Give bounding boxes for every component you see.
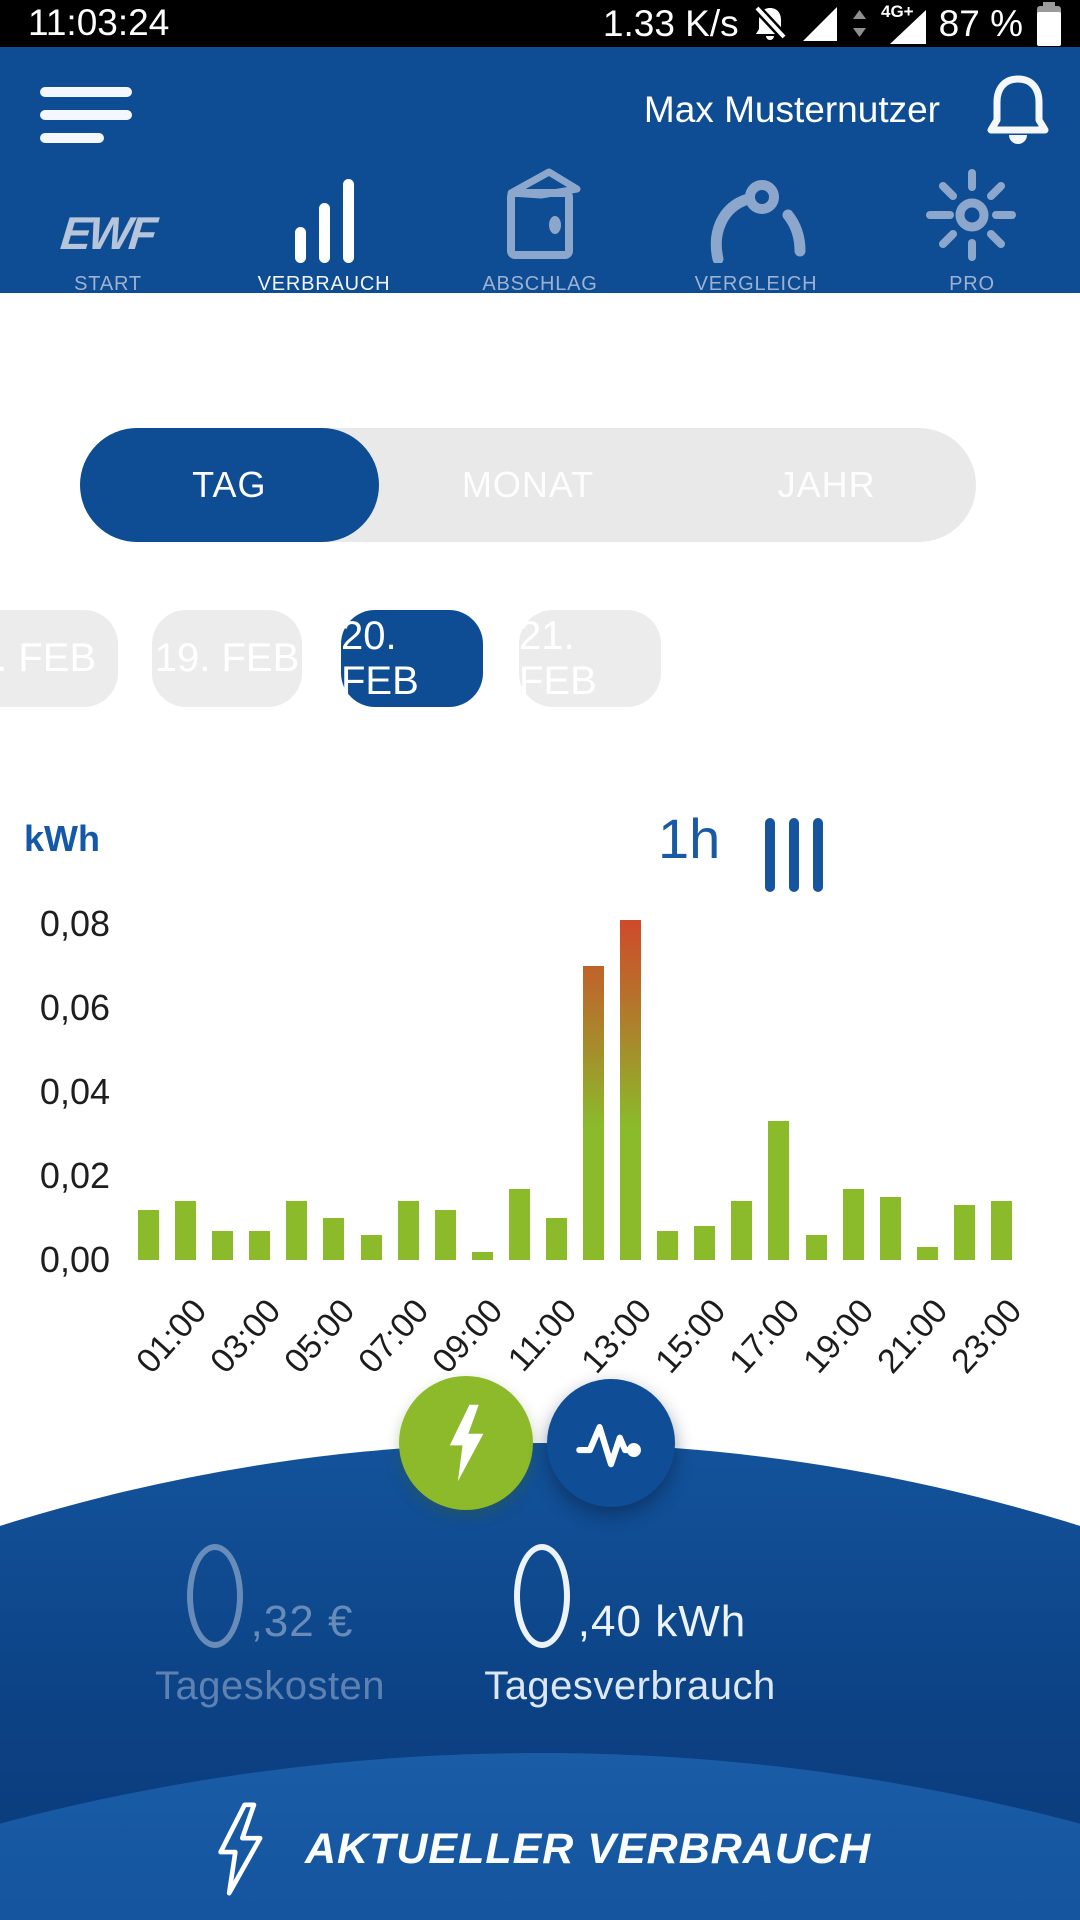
cost-label: Tageskosten	[154, 1664, 386, 1708]
consumption-bar-18:00[interactable]	[805, 1234, 827, 1260]
consumption-bar-08:00[interactable]	[434, 1209, 456, 1260]
status-icons: 1.33 K/s 4G+ 87 %	[603, 0, 1062, 47]
date-pill-19-feb[interactable]: 19. FEB	[152, 610, 302, 707]
network-speed: 1.33 K/s	[602, 2, 739, 44]
nav-pro[interactable]: PRO	[864, 165, 1080, 295]
consumption-bar-20:00[interactable]	[879, 1197, 901, 1260]
chart-x-axis: 01:00 03:00 05:00 07:00 09:00 11:00 13:00 15:00…	[0, 1262, 1080, 1402]
usage-label: Tagesverbrauch	[484, 1664, 776, 1708]
consumption-bar-01:00[interactable]	[175, 1201, 197, 1260]
energy-mode-button[interactable]	[399, 1376, 533, 1510]
tab-tag[interactable]: TAG	[80, 428, 379, 542]
cost-value-integer: 0	[186, 1544, 243, 1648]
period-tabs: TAG MONAT JAHR	[80, 428, 976, 542]
consumption-bar-10:00[interactable]	[508, 1188, 530, 1260]
footer-label: AKTUELLER VERBRAUCH	[304, 1824, 872, 1873]
battery-icon	[1037, 1, 1061, 46]
consumption-bar-chart[interactable]: 0,00 0,02 0,04 0,06 0,08	[0, 900, 1080, 1280]
consumption-bar-02:00[interactable]	[212, 1230, 234, 1260]
clock: 11:03:24	[28, 2, 170, 43]
consumption-bar-14:00[interactable]	[657, 1230, 679, 1260]
y-tick-label: 0,04	[39, 1071, 110, 1112]
consumption-bar-06:00[interactable]	[360, 1234, 382, 1260]
consumption-bar-12:00[interactable]	[583, 966, 605, 1260]
consumption-bar-19:00[interactable]	[842, 1188, 864, 1260]
current-consumption-button[interactable]: AKTUELLER VERBRAUCH	[0, 1795, 1080, 1903]
bar-chart-icon	[294, 179, 354, 263]
tab-jahr[interactable]: JAHR	[777, 464, 876, 505]
wallet-icon	[507, 168, 581, 259]
consumption-bar-13:00[interactable]	[620, 919, 642, 1260]
notifications-off-icon	[752, 4, 788, 41]
consumption-bar-22:00[interactable]	[953, 1205, 975, 1260]
bell-icon	[987, 75, 1049, 144]
nav-abschlag[interactable]: ABSCHLAG	[432, 165, 648, 295]
usage-value-integer: 0	[513, 1544, 570, 1648]
user-name: Max Musternutzer	[643, 89, 940, 130]
y-tick-label: 0,08	[39, 903, 110, 944]
sun-icon	[926, 169, 1016, 261]
consumption-bar-07:00[interactable]	[397, 1201, 419, 1260]
y-tick-label: 0,00	[39, 1239, 110, 1280]
date-pill-18-feb[interactable]: 8. FEB	[0, 610, 118, 707]
lightning-outline-icon	[218, 1802, 263, 1896]
nav-verbrauch[interactable]: VERBRAUCH	[216, 165, 432, 295]
consumption-bar-05:00[interactable]	[323, 1218, 345, 1260]
consumption-bar-11:00[interactable]	[545, 1218, 567, 1260]
date-carousel[interactable]: 8. FEB 19. FEB 20. FEB 21. FEB	[0, 610, 1080, 707]
app-header: Max Musternutzer EWF START VERBRAUCH	[0, 47, 1080, 295]
chart-type-bars-icon[interactable]	[765, 818, 823, 892]
consumption-bar-23:00[interactable]	[990, 1201, 1012, 1260]
chart-unit-label: kWh	[24, 818, 100, 859]
signal-icon	[802, 6, 837, 41]
gauge-icon	[710, 180, 806, 263]
data-activity-icon	[852, 9, 866, 37]
ewf-logo: EWF	[58, 207, 158, 259]
notifications-button[interactable]	[986, 73, 1052, 153]
consumption-bar-00:00[interactable]	[138, 1209, 160, 1260]
date-pill-20-feb[interactable]: 20. FEB	[341, 610, 483, 707]
mobile-network-icon: 4G+	[881, 2, 926, 44]
usage-value-decimal: ,40 kWh	[577, 1597, 747, 1646]
lightning-icon	[449, 1404, 484, 1482]
status-bar: 11:03:24 1.33 K/s 4G+ 87 %	[0, 0, 1080, 47]
daily-cost: 0 ,32 € Tageskosten	[120, 1540, 420, 1709]
consumption-bar-09:00[interactable]	[471, 1251, 493, 1260]
tab-monat[interactable]: MONAT	[461, 464, 595, 505]
interval-selector[interactable]: 1h	[658, 807, 721, 870]
date-pill-21-feb[interactable]: 21. FEB	[519, 610, 661, 707]
nav-vergleich[interactable]: VERGLEICH	[648, 165, 864, 295]
battery-percent: 87 %	[938, 2, 1023, 44]
consumption-bar-04:00[interactable]	[286, 1201, 308, 1260]
daily-usage: 0 ,40 kWh Tagesverbrauch	[460, 1540, 800, 1709]
consumption-bar-15:00[interactable]	[694, 1226, 716, 1260]
consumption-bar-21:00[interactable]	[916, 1247, 938, 1260]
pulse-icon	[576, 1424, 641, 1468]
y-tick-label: 0,02	[39, 1155, 110, 1196]
consumption-bar-03:00[interactable]	[249, 1230, 271, 1260]
menu-button[interactable]	[40, 87, 136, 143]
nav-start[interactable]: EWF START	[0, 165, 216, 295]
live-pulse-button[interactable]	[547, 1379, 675, 1507]
main-nav: EWF START VERBRAUCH ABSCHLAG	[0, 165, 1080, 295]
consumption-bar-16:00[interactable]	[731, 1201, 753, 1260]
y-tick-label: 0,06	[39, 987, 110, 1028]
cost-value-decimal: ,32 €	[250, 1597, 354, 1646]
consumption-bar-17:00[interactable]	[768, 1121, 790, 1260]
svg-text:4G+: 4G+	[881, 2, 914, 21]
